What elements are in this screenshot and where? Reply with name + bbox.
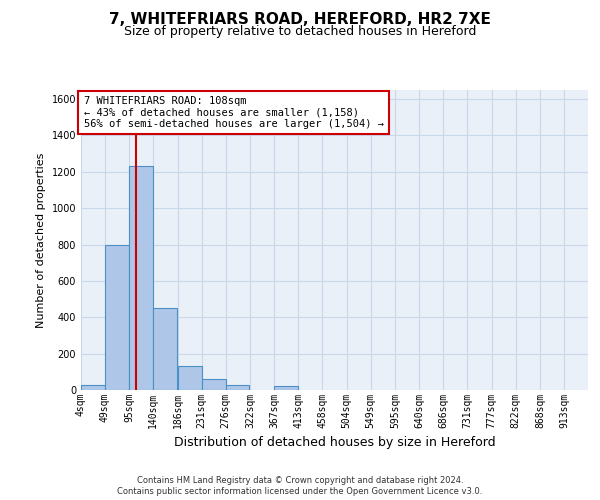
Text: Size of property relative to detached houses in Hereford: Size of property relative to detached ho… bbox=[124, 25, 476, 38]
X-axis label: Distribution of detached houses by size in Hereford: Distribution of detached houses by size … bbox=[173, 436, 496, 450]
Text: Contains HM Land Registry data © Crown copyright and database right 2024.: Contains HM Land Registry data © Crown c… bbox=[137, 476, 463, 485]
Bar bbox=[81, 384, 105, 390]
Y-axis label: Number of detached properties: Number of detached properties bbox=[36, 152, 46, 328]
Bar bbox=[202, 379, 226, 390]
Bar bbox=[274, 386, 298, 390]
Bar bbox=[130, 166, 153, 390]
Bar bbox=[226, 384, 250, 390]
Text: Contains public sector information licensed under the Open Government Licence v3: Contains public sector information licen… bbox=[118, 488, 482, 496]
Text: 7, WHITEFRIARS ROAD, HEREFORD, HR2 7XE: 7, WHITEFRIARS ROAD, HEREFORD, HR2 7XE bbox=[109, 12, 491, 28]
Bar bbox=[178, 366, 202, 390]
Bar bbox=[105, 244, 129, 390]
Text: 7 WHITEFRIARS ROAD: 108sqm
← 43% of detached houses are smaller (1,158)
56% of s: 7 WHITEFRIARS ROAD: 108sqm ← 43% of deta… bbox=[83, 96, 383, 129]
Bar bbox=[153, 308, 177, 390]
